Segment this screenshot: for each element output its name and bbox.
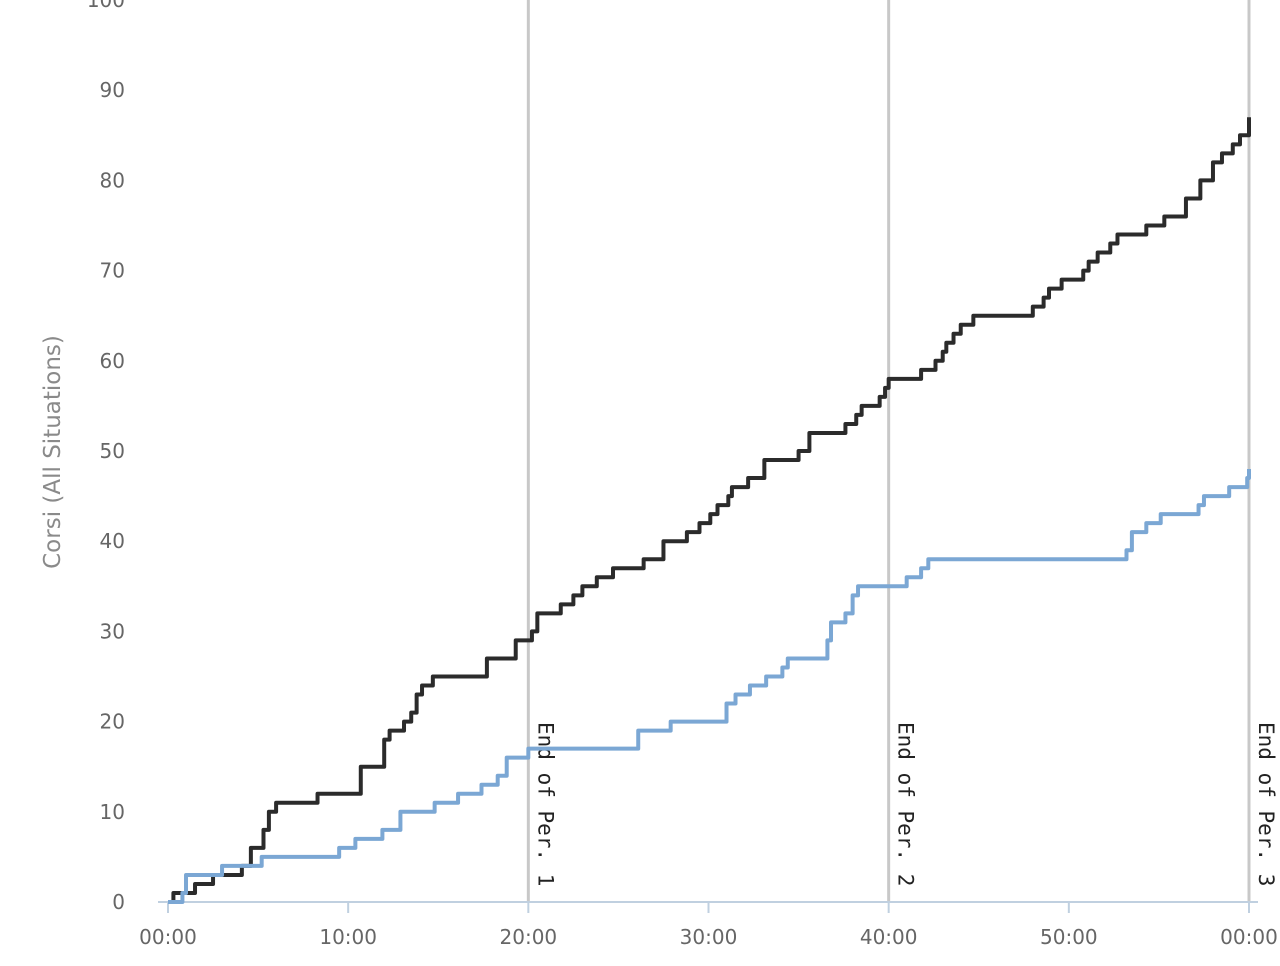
x-tick-label: 50:00	[1040, 925, 1098, 949]
axes: 00:00 10:00 20:00 30:00 40:00 50:00 00:00 0 10 20…	[87, 0, 1278, 949]
y-tick-label: 90	[100, 78, 125, 102]
series-line-2[interactable]	[168, 469, 1251, 904]
period-end-label-2: End of Per. 2	[894, 722, 918, 886]
y-tick-label: 50	[100, 439, 125, 463]
y-tick-label: 70	[100, 259, 125, 283]
y-tick-label: 100	[87, 0, 125, 12]
x-tick-label: 40:00	[860, 925, 918, 949]
y-tick-label: 80	[100, 168, 125, 192]
y-axis-title: Corsi (All Situations)	[40, 335, 66, 569]
x-tick-label: 20:00	[500, 925, 558, 949]
series-line-1[interactable]	[168, 117, 1251, 904]
x-tick-label: 00:00	[1220, 925, 1278, 949]
y-tick-label: 0	[112, 890, 125, 914]
y-tick-label: 40	[100, 529, 125, 553]
series-layer	[168, 117, 1251, 904]
y-tick-label: 10	[100, 800, 125, 824]
plot-lines: End of Per. 1 End of Per. 2 End of Per. 3	[526, 0, 1278, 902]
x-tick-label: 30:00	[680, 925, 738, 949]
period-end-label-3: End of Per. 3	[1254, 722, 1278, 886]
y-tick-label: 20	[100, 710, 125, 734]
x-tick-label: 10:00	[319, 925, 377, 949]
period-end-label-1: End of Per. 1	[533, 722, 557, 886]
x-tick-label: 00:00	[139, 925, 197, 949]
y-tick-label: 60	[100, 349, 125, 373]
y-tick-label: 30	[100, 619, 125, 643]
